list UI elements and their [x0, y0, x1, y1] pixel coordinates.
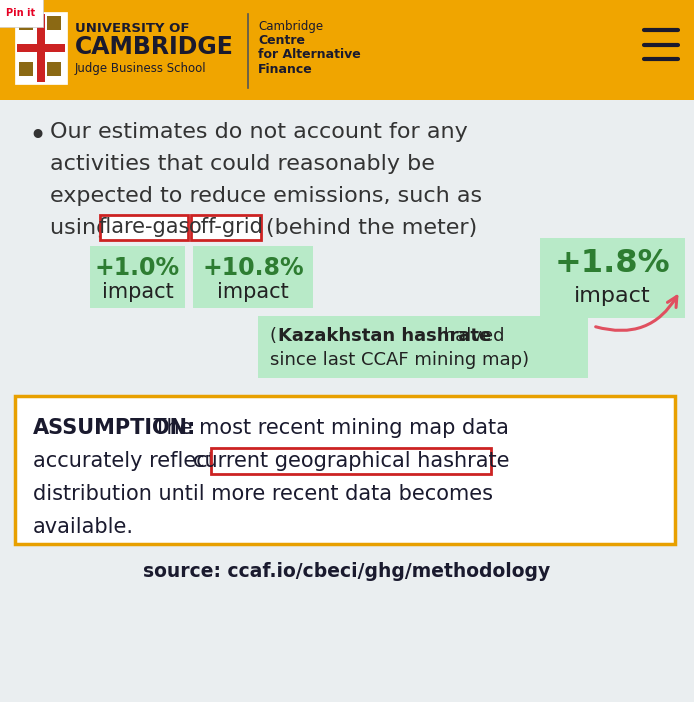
- Text: since last CCAF mining map): since last CCAF mining map): [270, 351, 529, 369]
- Text: +1.8%: +1.8%: [555, 249, 670, 279]
- Bar: [19, 16, 33, 30]
- Text: +1.0%: +1.0%: [95, 256, 180, 280]
- Text: using: using: [50, 218, 117, 238]
- FancyBboxPatch shape: [90, 246, 185, 308]
- Text: Pin it: Pin it: [6, 8, 35, 18]
- Text: current geographical hashrate: current geographical hashrate: [193, 451, 509, 471]
- Text: source: ccaf.io/cbeci/ghg/methodology: source: ccaf.io/cbeci/ghg/methodology: [144, 562, 550, 581]
- FancyBboxPatch shape: [211, 448, 491, 474]
- Text: flare-gas: flare-gas: [99, 217, 189, 237]
- Text: UNIVERSITY OF: UNIVERSITY OF: [75, 22, 189, 35]
- FancyBboxPatch shape: [15, 396, 675, 544]
- Text: CAMBRIDGE: CAMBRIDGE: [75, 35, 234, 59]
- Text: •: •: [28, 122, 46, 151]
- Text: impact: impact: [217, 282, 289, 302]
- Text: ASSUMPTION:: ASSUMPTION:: [33, 418, 196, 438]
- Text: distribution until more recent data becomes: distribution until more recent data beco…: [33, 484, 493, 504]
- FancyBboxPatch shape: [193, 246, 313, 308]
- Text: available.: available.: [33, 517, 134, 537]
- Text: Judge Business School: Judge Business School: [75, 62, 207, 75]
- FancyBboxPatch shape: [191, 215, 261, 240]
- Text: Our estimates do not account for any: Our estimates do not account for any: [50, 122, 468, 142]
- Bar: [37, 14, 45, 82]
- Text: halved: halved: [438, 327, 505, 345]
- Text: activities that could reasonably be: activities that could reasonably be: [50, 154, 435, 174]
- FancyBboxPatch shape: [100, 215, 188, 240]
- Text: +10.8%: +10.8%: [202, 256, 304, 280]
- Text: Finance: Finance: [258, 63, 313, 76]
- Text: (behind the meter): (behind the meter): [266, 218, 477, 238]
- FancyBboxPatch shape: [540, 238, 685, 318]
- Text: off-grid: off-grid: [189, 217, 264, 237]
- Text: expected to reduce emissions, such as: expected to reduce emissions, such as: [50, 186, 482, 206]
- Text: for Alternative: for Alternative: [258, 48, 361, 61]
- Bar: [47, 16, 61, 30]
- Text: Kazakhstan hashrate: Kazakhstan hashrate: [278, 327, 491, 345]
- Bar: [17, 44, 65, 52]
- Text: accurately reflects the: accurately reflects the: [33, 451, 274, 471]
- Text: Centre: Centre: [258, 34, 305, 47]
- Text: (: (: [270, 327, 277, 345]
- Bar: [0, 0, 694, 100]
- Text: Cambridge: Cambridge: [258, 20, 323, 33]
- Bar: [19, 62, 33, 76]
- FancyBboxPatch shape: [258, 316, 588, 378]
- FancyArrowPatch shape: [595, 296, 677, 331]
- FancyBboxPatch shape: [0, 0, 43, 27]
- Text: impact: impact: [101, 282, 174, 302]
- Text: impact: impact: [574, 286, 651, 306]
- FancyBboxPatch shape: [15, 12, 67, 84]
- Bar: [47, 62, 61, 76]
- Text: The most recent mining map data: The most recent mining map data: [147, 418, 509, 438]
